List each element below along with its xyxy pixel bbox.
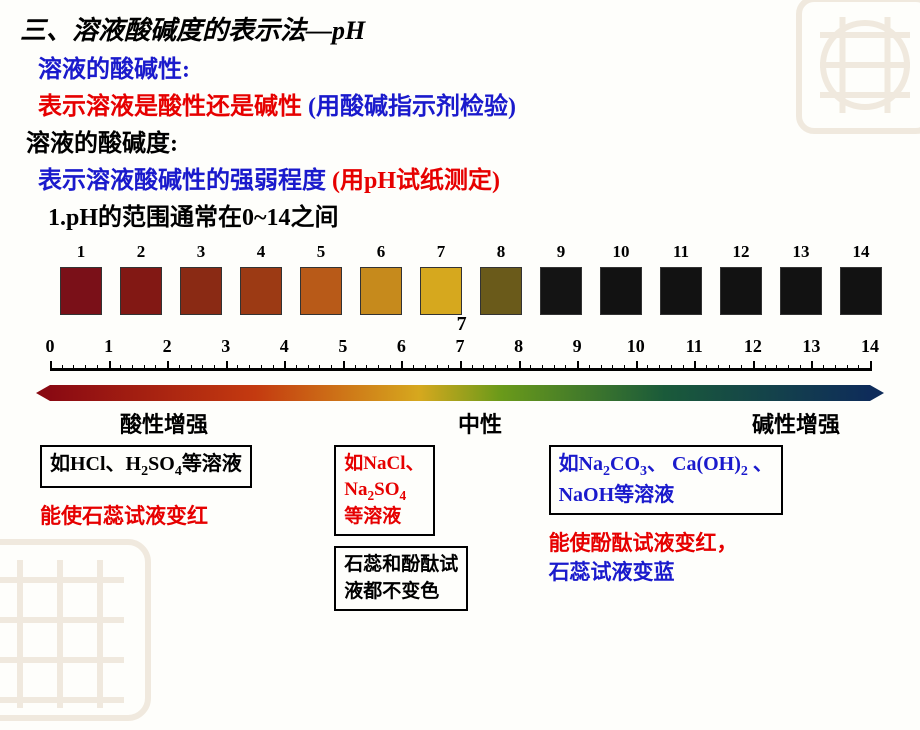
scale-marker-7: 7 xyxy=(457,313,467,336)
acid-note: 能使石蕊试液变红 xyxy=(40,502,314,531)
ph-swatch-7: 7 xyxy=(420,242,462,315)
ph-scale: 7 01234567891011121314 xyxy=(50,335,870,371)
ph-color-strip: 1234567891011121314 xyxy=(60,242,860,315)
ph-swatch-4: 4 xyxy=(240,242,282,315)
ph-gradient-bar xyxy=(50,385,870,401)
text-lines: 溶液的酸碱性:表示溶液是酸性还是碱性 (用酸碱指示剂检验)溶液的酸碱度:表示溶液… xyxy=(20,49,900,232)
ph-swatch-2: 2 xyxy=(120,242,162,315)
ph-swatch-8: 8 xyxy=(480,242,522,315)
ph-swatch-5: 5 xyxy=(300,242,342,315)
ph-swatch-13: 13 xyxy=(780,242,822,315)
neutral-column: 如NaCl、Na2SO4等溶液 石蕊和酚酞试液都不变色 xyxy=(334,445,528,611)
base-examples-box: 如Na2CO3、 Ca(OH)2 、NaOH等溶液 xyxy=(549,445,783,515)
ph-swatch-14: 14 xyxy=(840,242,882,315)
neutral-examples-box: 如NaCl、Na2SO4等溶液 xyxy=(334,445,434,536)
ph-swatch-10: 10 xyxy=(600,242,642,315)
ph-swatch-12: 12 xyxy=(720,242,762,315)
example-columns: 如HCl、H2SO4等溶液 能使石蕊试液变红 如NaCl、Na2SO4等溶液 石… xyxy=(40,445,880,611)
zone-labels: 酸性增强 中性 碱性增强 xyxy=(120,407,840,439)
zone-neutral-label: 中性 xyxy=(458,407,502,439)
neutral-note: 石蕊和酚酞试液都不变色 xyxy=(334,546,468,611)
ph-swatch-3: 3 xyxy=(180,242,222,315)
ph-swatch-11: 11 xyxy=(660,242,702,315)
zone-base-label: 碱性增强 xyxy=(752,407,840,439)
acid-examples-box: 如HCl、H2SO4等溶液 xyxy=(40,445,252,488)
ph-swatch-9: 9 xyxy=(540,242,582,315)
section-title: 三、溶液酸碱度的表示法—pH xyxy=(20,10,900,47)
zone-acid-label: 酸性增强 xyxy=(120,407,208,439)
base-column: 如Na2CO3、 Ca(OH)2 、NaOH等溶液 能使酚酞试液变红，石蕊试液变… xyxy=(549,445,880,611)
ph-swatch-6: 6 xyxy=(360,242,402,315)
ph-swatch-1: 1 xyxy=(60,242,102,315)
base-note: 能使酚酞试液变红，石蕊试液变蓝 xyxy=(549,529,880,588)
acid-column: 如HCl、H2SO4等溶液 能使石蕊试液变红 xyxy=(40,445,314,611)
